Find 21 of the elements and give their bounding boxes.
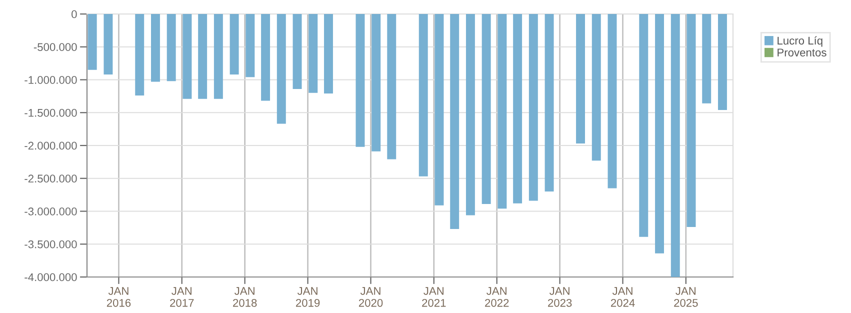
x-tick-label: JAN 2017: [170, 287, 194, 307]
x-tick-label: JAN 2021: [422, 287, 446, 307]
y-tick-label: -3.000.000: [24, 208, 77, 216]
y-tick-label: -1.000.000: [24, 76, 77, 84]
y-tick-label: -2.000.000: [24, 142, 77, 150]
legend-label: Proventos: [778, 48, 826, 56]
x-tick-label: JAN 2016: [106, 287, 131, 307]
y-tick-label: -500.000: [34, 43, 77, 52]
x-tick-label: JAN 2018: [233, 287, 257, 307]
y-tick-label: -4.000.000: [24, 273, 77, 282]
legend-label: Lucro Líq: [778, 36, 822, 47]
x-tick-label: JAN 2022: [485, 287, 509, 307]
x-tick-label: JAN 2024: [610, 287, 635, 307]
y-tick-label: -3.500.000: [24, 240, 77, 248]
x-tick-label: JAN 2023: [548, 287, 572, 307]
x-tick-label: JAN 2020: [358, 287, 383, 307]
y-tick-label: -1.500.000: [24, 108, 77, 117]
y-tick-label: 0: [72, 10, 77, 18]
x-tick-label: JAN 2019: [296, 287, 320, 307]
x-tick-label: JAN 2025: [674, 287, 698, 307]
y-tick-label: -2.500.000: [24, 174, 77, 183]
